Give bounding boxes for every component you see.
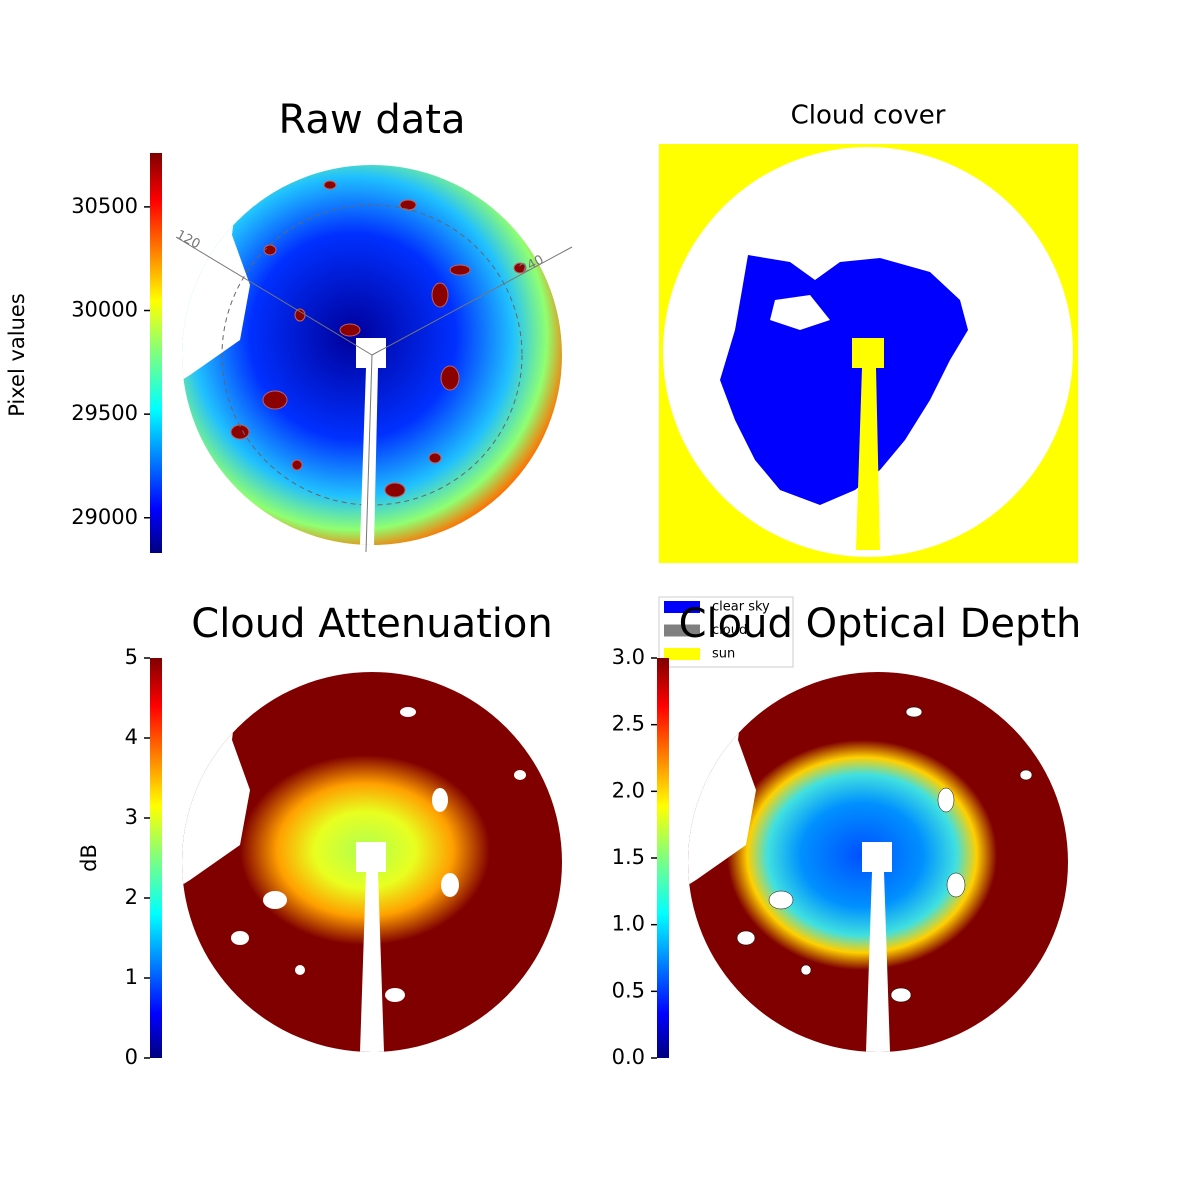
pole-mount	[356, 338, 386, 368]
chart-title: Cloud Optical Depth	[679, 601, 1082, 647]
colorbar-tick-label: 29000	[71, 505, 138, 529]
colorbar-tick-label: 1.5	[612, 845, 645, 869]
colorbar-tick-label: 5	[125, 645, 138, 669]
azimuth-line	[371, 246, 573, 356]
colorbar-tick-label: 29500	[71, 401, 138, 425]
pole	[866, 872, 890, 1052]
chart-title: Cloud Attenuation	[191, 601, 552, 647]
colorbar-tick-label: 0.0	[612, 1045, 645, 1069]
cloud-patch	[770, 295, 830, 330]
pole-mount	[356, 842, 386, 872]
chart-title: Raw data	[279, 97, 466, 143]
legend-label: sun	[712, 647, 735, 662]
azimuth-line	[365, 354, 373, 553]
colorbar	[657, 658, 669, 1058]
colorbar-tick-label: 30500	[71, 194, 138, 218]
raw-image	[182, 165, 562, 545]
colorbar-tick-label: 0.5	[612, 978, 645, 1002]
colorbar-tick-label: 3	[125, 805, 138, 829]
colorbar-tick-label: 2	[125, 885, 138, 909]
colorbar-tick-label: 4	[125, 725, 138, 749]
colorbar-tick-label: 1.0	[612, 912, 645, 936]
optical-depth-image	[688, 672, 1068, 1052]
colorbar-tick-label: 0	[125, 1045, 138, 1069]
colorbar-label: dB	[77, 844, 101, 872]
cloud-cover-image	[659, 144, 1078, 563]
legend-label: clear sky	[712, 600, 770, 615]
legend-label: cloud	[712, 623, 747, 638]
pole	[360, 872, 384, 1052]
colorbar-label: Pixel values	[5, 293, 29, 417]
pole-mount	[862, 842, 892, 872]
attenuation-image	[182, 672, 562, 1052]
sun-mask	[856, 368, 880, 550]
sun-mask	[852, 338, 884, 368]
holes	[231, 707, 526, 1002]
colorbar-tick-label: 1	[125, 965, 138, 989]
azimuth-label: 120	[174, 228, 203, 253]
colorbar-tick-label: 3.0	[612, 645, 645, 669]
colorbar	[150, 153, 162, 553]
legend-swatch	[664, 601, 700, 613]
legend-swatch	[664, 648, 700, 660]
holes	[736, 706, 1033, 1003]
raw-blobs	[230, 180, 527, 498]
colorbar-tick-label: 2.5	[612, 712, 645, 736]
colorbar	[150, 658, 162, 1058]
legend-swatch	[664, 624, 700, 637]
colorbar-tick-label: 2.0	[612, 778, 645, 802]
chart-title: Cloud cover	[791, 101, 946, 131]
azimuth-line	[175, 236, 373, 356]
colorbar-tick-label: 30000	[71, 298, 138, 322]
